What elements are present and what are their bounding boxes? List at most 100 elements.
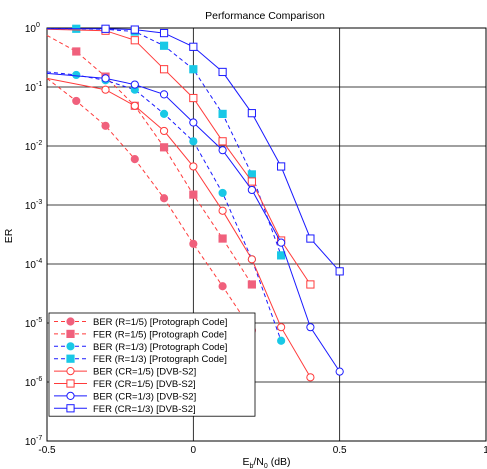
- data-point: [159, 28, 169, 38]
- y-tick-label: 10 -2: [25, 140, 42, 153]
- y-tick-exponent: -6: [36, 376, 42, 383]
- data-point: [130, 36, 139, 45]
- data-point: [277, 336, 286, 345]
- data-point: [189, 190, 198, 199]
- legend-label: BER (R=1/3) [Protograph Code]: [93, 342, 227, 353]
- data-point: [101, 74, 110, 83]
- data-point: [306, 280, 315, 289]
- data-point: [218, 234, 227, 243]
- y-tick-exponent: -2: [36, 140, 42, 147]
- data-point: [247, 109, 256, 118]
- data-point: [277, 251, 286, 260]
- x-tick-label: 1: [483, 445, 487, 456]
- data-point: [277, 323, 286, 332]
- legend-swatch-marker: [66, 391, 75, 400]
- data-point: [218, 206, 227, 215]
- series-line: [46, 78, 253, 331]
- data-point: [306, 323, 315, 332]
- data-point: [130, 101, 139, 110]
- data-point: [101, 85, 110, 94]
- y-tick-exponent: -1: [36, 81, 42, 88]
- x-axis-ticks: -0.5 0 0.5 1: [38, 445, 487, 456]
- y-tick-base: 10: [25, 24, 37, 35]
- x-tick-label: -0.5: [38, 445, 56, 456]
- data-point: [189, 239, 198, 248]
- y-tick-exponent: -7: [36, 435, 42, 442]
- data-point: [218, 137, 227, 146]
- x-axis-label: Eb/N0 (dB): [242, 456, 290, 469]
- data-point: [159, 41, 169, 50]
- legend-swatch-marker: [66, 367, 75, 376]
- legend-label: BER (R=1/5) [Protograph Code]: [93, 317, 227, 328]
- data-point: [159, 90, 169, 99]
- grid-lines: [46, 27, 487, 442]
- legend-item: FER (CR=1/3) [DVB-S2]: [54, 404, 196, 415]
- series-4: [46, 77, 315, 382]
- y-tick-exponent: 0: [36, 22, 40, 29]
- y-tick-base: 10: [25, 83, 37, 94]
- x-tick-label: 0: [191, 445, 197, 456]
- data-point: [247, 177, 256, 186]
- y-tick-base: 10: [25, 142, 37, 153]
- y-tick-label: 10 -3: [25, 199, 42, 212]
- data-point: [189, 137, 198, 146]
- data-point: [101, 24, 110, 33]
- series-layer: [46, 24, 344, 382]
- data-point: [247, 255, 256, 264]
- data-point: [189, 162, 198, 171]
- legend-label: FER (R=1/5) [Protograph Code]: [93, 329, 227, 340]
- chart-title: Performance Comparison: [205, 10, 325, 22]
- legend-item: FER (R=1/3) [Protograph Code]: [54, 354, 227, 365]
- data-point: [218, 146, 227, 155]
- legend-label: BER (CR=1/5) [DVB-S2]: [93, 367, 196, 378]
- data-point: [335, 267, 344, 276]
- y-axis-label: ER: [3, 228, 15, 243]
- data-point: [159, 126, 169, 136]
- legend-label: FER (R=1/3) [Protograph Code]: [93, 354, 227, 365]
- data-point: [306, 373, 315, 382]
- y-tick-label: 10 -1: [25, 81, 42, 94]
- y-tick-label: 10 -6: [25, 376, 42, 389]
- y-tick-exponent: -5: [36, 317, 42, 324]
- y-tick-exponent: -3: [36, 199, 42, 206]
- legend-label: FER (CR=1/5) [DVB-S2]: [93, 379, 196, 390]
- series-6: [46, 72, 344, 376]
- y-tick-exponent: -4: [36, 258, 42, 265]
- data-point: [189, 42, 198, 51]
- y-tick-base: 10: [25, 201, 37, 212]
- legend-swatch-marker: [66, 342, 75, 351]
- data-point: [218, 188, 227, 198]
- legend-item: FER (CR=1/5) [DVB-S2]: [54, 379, 196, 390]
- y-tick-label: 10 0: [25, 22, 40, 35]
- y-tick-label: 10 -4: [25, 258, 42, 271]
- legend-item: BER (CR=1/3) [DVB-S2]: [54, 391, 196, 402]
- data-point: [130, 25, 139, 34]
- series-0: [46, 78, 256, 335]
- legend: BER (R=1/5) [Protograph Code]FER (R=1/5)…: [48, 312, 256, 417]
- data-point: [130, 154, 139, 164]
- legend-swatch-marker: [66, 404, 75, 413]
- data-point: [247, 170, 256, 179]
- data-point: [247, 185, 256, 195]
- data-point: [277, 238, 286, 247]
- y-tick-label: 10 -7: [25, 435, 42, 448]
- legend-swatch-marker: [66, 317, 75, 326]
- data-point: [189, 65, 198, 74]
- y-tick-base: 10: [25, 319, 37, 330]
- legend-swatch-marker: [66, 329, 75, 338]
- x-tick-label: 0.5: [333, 445, 347, 456]
- data-point: [189, 118, 198, 127]
- legend-item: BER (R=1/3) [Protograph Code]: [54, 342, 227, 353]
- data-point: [277, 162, 286, 171]
- legend-box: [48, 312, 256, 417]
- data-point: [159, 109, 169, 118]
- plot-frame: [46, 27, 487, 442]
- data-point: [72, 47, 81, 56]
- data-point: [335, 367, 344, 376]
- data-point: [159, 194, 169, 203]
- y-tick-base: 10: [25, 260, 37, 271]
- legend-swatch-marker: [66, 354, 75, 363]
- series-line: [47, 28, 341, 272]
- series-line: [46, 72, 341, 372]
